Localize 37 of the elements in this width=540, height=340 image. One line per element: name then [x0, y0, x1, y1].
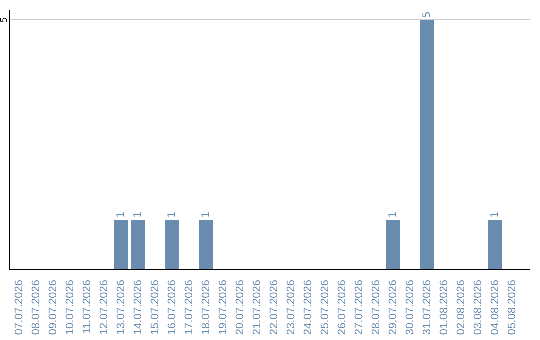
- data-label: 1: [201, 212, 212, 218]
- x-tick-label: 14.07.2026: [132, 280, 144, 336]
- x-tick-label: 07.07.2026: [14, 280, 26, 336]
- x-tick-label: 20.07.2026: [234, 280, 246, 336]
- data-label: 1: [490, 212, 501, 218]
- x-tick-label: 09.07.2026: [48, 280, 60, 336]
- x-tick-label: 05.08.2026: [506, 280, 518, 336]
- x-tick-label: 15.07.2026: [150, 280, 162, 336]
- x-tick-label: 30.07.2026: [404, 280, 416, 336]
- x-tick-label: 23.07.2026: [286, 280, 298, 336]
- x-tick-label: 24.07.2026: [302, 280, 314, 336]
- x-tick-label: 28.07.2026: [370, 280, 382, 336]
- x-tick-label: 11.07.2026: [82, 280, 94, 334]
- x-tick-label: 18.07.2026: [200, 280, 212, 336]
- x-tick-label: 27.07.2026: [354, 280, 366, 336]
- x-tick-label: 02.08.2026: [456, 280, 468, 336]
- data-label: 1: [167, 212, 178, 218]
- x-tick-label: 08.07.2026: [30, 280, 42, 336]
- x-tick-label: 12.07.2026: [98, 280, 110, 336]
- x-tick-label: 21.07.2026: [252, 280, 264, 336]
- x-tick-label: 29.07.2026: [388, 280, 400, 336]
- x-tick-label: 16.07.2026: [166, 280, 178, 336]
- x-tick-label: 04.08.2026: [490, 280, 502, 336]
- x-tick-label: 19.07.2026: [218, 280, 230, 336]
- x-tick-label: 22.07.2026: [268, 280, 280, 336]
- data-label: 1: [133, 212, 144, 218]
- x-tick-label: 13.07.2026: [116, 280, 128, 336]
- x-tick-label: 01.08.2026: [438, 280, 450, 336]
- data-label: 1: [116, 212, 127, 218]
- x-tick-label: 26.07.2026: [336, 280, 348, 336]
- x-tick-label: 17.07.2026: [184, 280, 196, 336]
- x-tick-label: 10.07.2026: [64, 280, 76, 336]
- data-label: 5: [422, 12, 433, 18]
- x-tick-label: 25.07.2026: [320, 280, 332, 336]
- x-tick-label: 03.08.2026: [472, 280, 484, 336]
- data-label: 1: [388, 212, 399, 218]
- x-tick-label: 31.07.2026: [422, 280, 434, 336]
